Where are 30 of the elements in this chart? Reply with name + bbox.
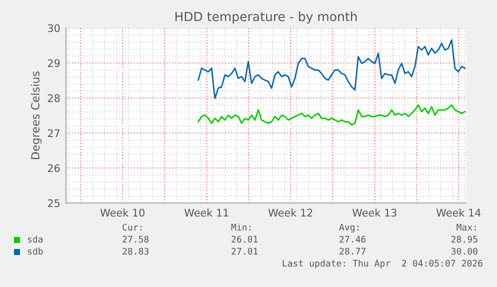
legend-label: sdb	[28, 248, 43, 255]
text: 26.01	[232, 236, 258, 243]
text: 27.01	[232, 248, 258, 255]
line-series	[198, 39, 466, 100]
text: 27.46	[340, 236, 366, 243]
y-axis-title: Degrees Celsius	[30, 71, 42, 159]
x-tick-label: Week 10	[100, 208, 145, 217]
text: 27.58	[122, 236, 149, 243]
y-tick-label: 25	[48, 199, 60, 208]
text: 28.95	[451, 236, 478, 243]
y-tick-label: 27	[48, 129, 60, 137]
y-tick-label: 26	[48, 164, 60, 172]
text: Avg:	[339, 224, 359, 232]
line-series	[198, 104, 466, 126]
text: Cur:	[122, 224, 142, 231]
chart-title: HDD temperature - by month	[175, 12, 357, 24]
text: 28.83	[122, 248, 148, 255]
x-tick-label: Week 14	[436, 208, 481, 217]
legend-label: sda	[28, 236, 43, 243]
text: Min:	[231, 224, 251, 231]
x-tick-label: Week 12	[268, 208, 312, 217]
x-tick-label: Week 13	[352, 208, 396, 217]
y-tick-label: 30	[48, 24, 60, 32]
y-tick-label: 29	[48, 59, 60, 68]
y-tick-label: 28	[48, 94, 60, 102]
text: 28.77	[340, 248, 366, 255]
text: Last update: Thu Apr 2 04:05:07 2026	[282, 260, 482, 268]
text: Max:	[456, 224, 476, 231]
x-tick-label: Week 11	[184, 208, 228, 217]
text: 30.00	[451, 248, 478, 255]
